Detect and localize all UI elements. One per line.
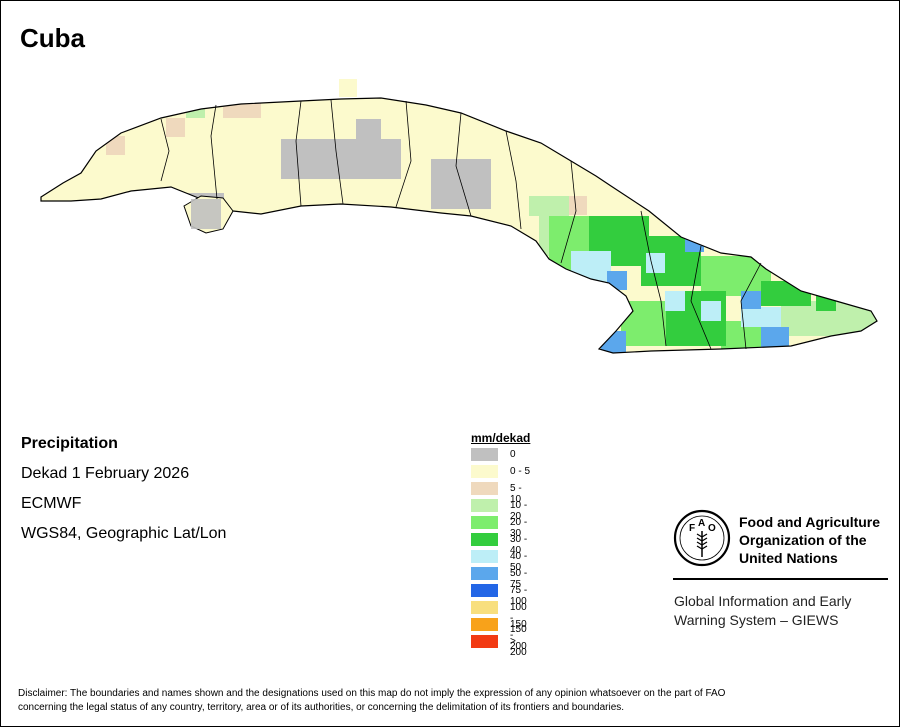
cell-zero: [356, 119, 381, 141]
cell-zero: [281, 139, 401, 179]
legend-label: 5 - 10: [510, 483, 522, 505]
cell-50-75: [741, 291, 761, 309]
map-period: Dekad 1 February 2026: [21, 465, 190, 482]
program-name: Global Information and Early Warning Sys…: [674, 592, 851, 630]
legend-swatch: [471, 448, 498, 461]
legend-swatch: [471, 601, 498, 614]
cell-5-10: [166, 118, 185, 137]
legend-label: 0: [510, 449, 516, 460]
program-line1: Global Information and Early: [674, 593, 852, 609]
cell-30-40: [816, 291, 836, 311]
map-projection: WGS84, Geographic Lat/Lon: [21, 525, 227, 542]
cell-5-10: [568, 196, 587, 215]
legend-item: 40 - 50: [471, 549, 530, 573]
cell-10-20: [186, 98, 205, 118]
legend-item: 20 - 30: [471, 515, 530, 539]
map-variable: Precipitation: [21, 435, 118, 452]
cell-40-50: [741, 307, 781, 327]
cell-zero: [191, 199, 221, 229]
legend-swatch: [471, 618, 498, 631]
legend-swatch: [471, 584, 498, 597]
legend-label: 100 - 150: [510, 602, 527, 635]
legend-item: 100 - 150: [471, 600, 530, 635]
fao-logo-icon: F A O: [673, 509, 731, 567]
legend-swatch: [471, 533, 498, 546]
legend-swatch: [471, 465, 498, 478]
legend-title: mm/dekad: [471, 431, 531, 445]
map-source: ECMWF: [21, 495, 82, 512]
legend-label: 50 - 75: [510, 568, 528, 590]
legend-label: 30 - 40: [510, 534, 528, 556]
cell-20-30: [701, 256, 771, 296]
legend-item: 10 - 20: [471, 498, 530, 522]
legend-item: 0 - 5: [471, 464, 530, 481]
disclaimer: Disclaimer: The boundaries and names sho…: [18, 687, 888, 715]
svg-text:A: A: [698, 518, 705, 529]
svg-text:F: F: [689, 523, 695, 534]
legend-swatch: [471, 516, 498, 529]
program-line2: Warning System – GIEWS: [674, 612, 839, 628]
organization-name: Food and Agriculture Organization of the…: [739, 513, 880, 567]
legend-label: 150 - 200: [510, 619, 527, 652]
disclaimer-line1: Disclaimer: The boundaries and names sho…: [18, 688, 726, 699]
legend-label: 75 - 100: [510, 585, 528, 607]
cell-50-75: [607, 271, 627, 290]
cell-40-50: [701, 301, 721, 321]
legend-item: 0: [471, 447, 530, 464]
legend: mm/dekad 0 0 - 5 5 - 10 10 - 20 20 - 30 30 - …: [471, 431, 531, 658]
legend-swatch: [471, 499, 498, 512]
disclaimer-line2: concerning the legal status of any count…: [18, 702, 625, 713]
org-name-line2: Organization of the: [739, 532, 867, 548]
cuba-landmass: [41, 98, 877, 353]
legend-label: 20 - 30: [510, 517, 528, 539]
cell-50-75: [761, 327, 789, 349]
legend-item: 5 - 10: [471, 481, 530, 505]
legend-item: 50 - 75: [471, 566, 530, 590]
cell-5-10: [223, 99, 261, 118]
legend-swatch: [471, 635, 498, 648]
province-boundaries: [160, 99, 762, 350]
legend-label: > 200: [510, 636, 527, 658]
cell-40-50: [571, 251, 611, 286]
legend-rows: 0 0 - 5 5 - 10 10 - 20 20 - 30 30 - 40 40 - 50…: [471, 447, 530, 658]
cell-5-10: [106, 136, 125, 155]
coastline: [40, 97, 878, 354]
divider: [673, 578, 888, 580]
legend-swatch: [471, 482, 498, 495]
legend-swatch: [471, 567, 498, 580]
legend-item: > 200: [471, 634, 530, 658]
cell-0-5: [339, 79, 357, 97]
cell-40-50: [646, 253, 665, 273]
map-title: Cuba: [20, 23, 85, 53]
cell-40-50: [665, 291, 685, 311]
org-name-line3: United Nations: [739, 550, 838, 566]
legend-swatch: [471, 550, 498, 563]
legend-label: 0 - 5: [510, 466, 531, 477]
legend-label: 10 - 20: [510, 500, 528, 522]
svg-text:O: O: [708, 523, 716, 534]
legend-label: 40 - 50: [510, 551, 528, 573]
legend-item: 75 - 100: [471, 583, 530, 607]
cell-10-20: [529, 196, 569, 216]
legend-item: 30 - 40: [471, 532, 530, 556]
org-name-line1: Food and Agriculture: [739, 514, 881, 530]
cell-30-40: [761, 281, 811, 306]
legend-item: 150 - 200: [471, 617, 530, 652]
precipitation-map: [40, 79, 878, 354]
